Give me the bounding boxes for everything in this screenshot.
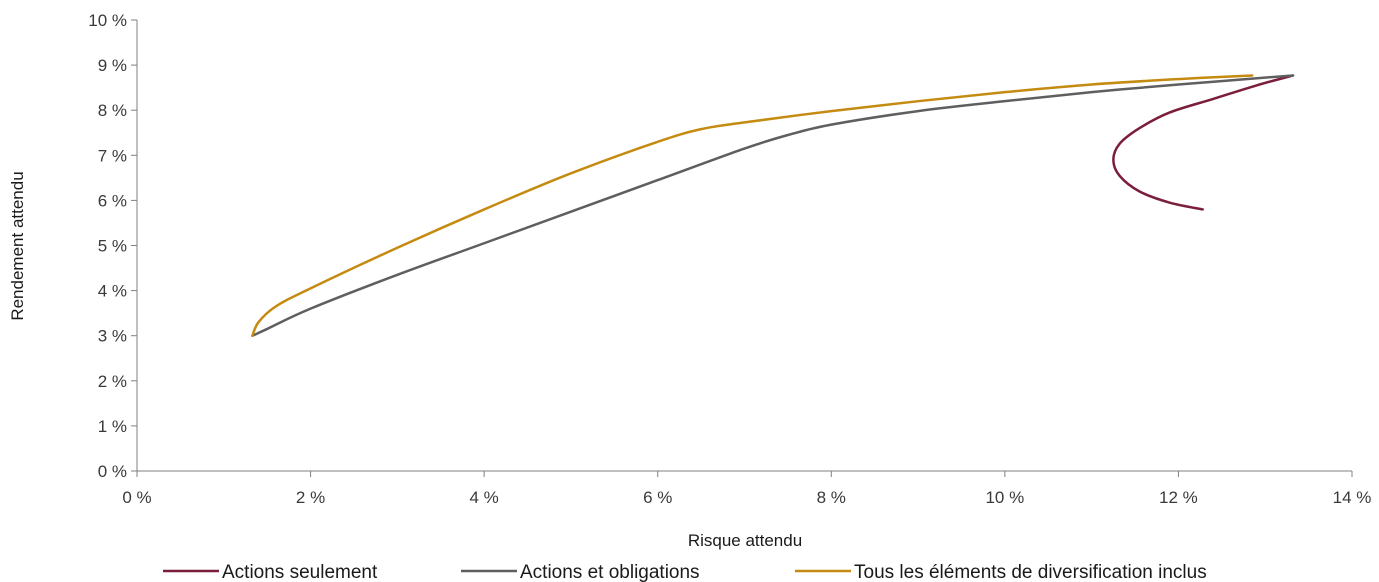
x-tick-label: 4 % [469, 488, 498, 507]
series-lines [251, 74, 1295, 337]
y-tick-label: 6 % [98, 191, 127, 210]
y-tick-label: 1 % [98, 417, 127, 436]
y-tick-label: 7 % [98, 146, 127, 165]
y-tick-label: 0 % [98, 462, 127, 481]
x-tick-label: 10 % [985, 488, 1024, 507]
y-tick-label: 4 % [98, 282, 127, 301]
series-line-actions-obligations [251, 74, 1295, 337]
y-tick-label: 8 % [98, 101, 127, 120]
x-tick-label: 2 % [296, 488, 325, 507]
y-tick-label: 3 % [98, 327, 127, 346]
x-tick-label: 0 % [122, 488, 151, 507]
y-tick-label: 2 % [98, 372, 127, 391]
legend-label: Tous les éléments de diversification inc… [854, 562, 1207, 582]
y-tick-label: 5 % [98, 237, 127, 256]
legend-label: Actions seulement [222, 562, 378, 582]
series-line-tous-elements [251, 74, 1254, 337]
x-tick-label: 12 % [1159, 488, 1198, 507]
y-tick-label: 9 % [98, 56, 127, 75]
y-tick-label: 10 % [88, 11, 127, 30]
x-tick-label: 8 % [817, 488, 846, 507]
y-axis-ticks: 0 % 1 % 2 % 3 % 4 % 5 % 6 % 7 % 8 % 9 % 10 % [88, 11, 137, 481]
x-tick-label: 6 % [643, 488, 672, 507]
x-axis-title: Risque attendu [688, 531, 802, 550]
legend: Actions seulement Actions et obligations T… [163, 562, 1207, 582]
x-axis-ticks: 0 % 2 % 4 % 6 % 8 % 10 % 12 % 14 % [122, 471, 1371, 507]
legend-label: Actions et obligations [520, 562, 700, 582]
series-line-actions-seulement [1112, 74, 1295, 211]
axes [136, 20, 1352, 472]
x-tick-label: 14 % [1333, 488, 1372, 507]
y-axis-title: Rendement attendu [8, 171, 27, 320]
